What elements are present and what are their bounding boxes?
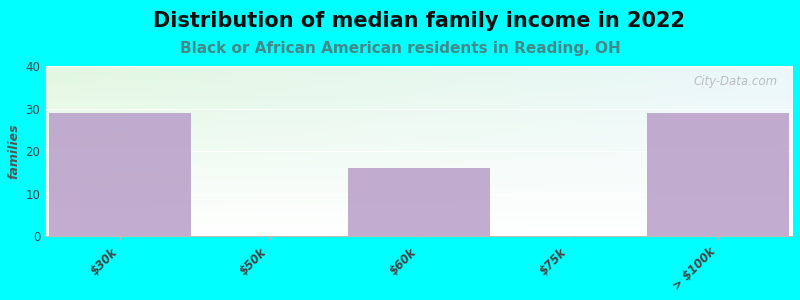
Text: Black or African American residents in Reading, OH: Black or African American residents in R… bbox=[180, 40, 620, 56]
Bar bbox=[348, 168, 490, 236]
Bar bbox=[49, 113, 191, 236]
Y-axis label: families: families bbox=[7, 123, 20, 179]
Title: Distribution of median family income in 2022: Distribution of median family income in … bbox=[153, 11, 685, 31]
Bar bbox=[647, 113, 790, 236]
Text: City-Data.com: City-Data.com bbox=[694, 74, 778, 88]
